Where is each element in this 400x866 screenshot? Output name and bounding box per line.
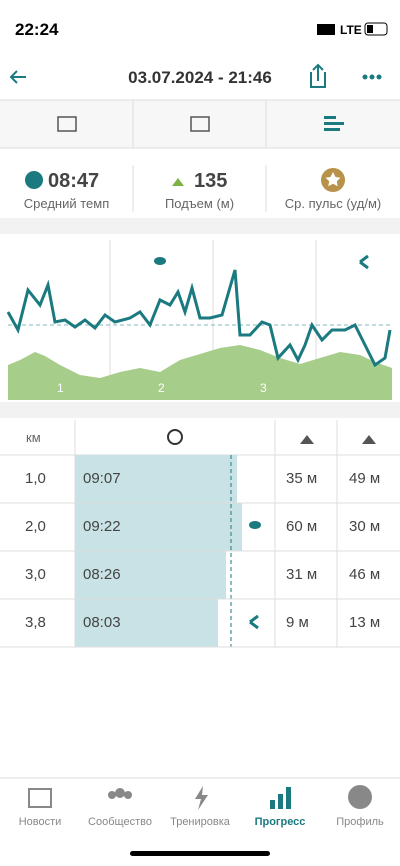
split-pace: 09:07 [83, 470, 121, 487]
split-pace: 08:03 [83, 614, 121, 631]
split-pace: 09:22 [83, 518, 121, 535]
split-pace: 08:26 [83, 566, 121, 583]
split-cell: 46 м [349, 566, 381, 583]
segment-label: 2 [158, 381, 165, 395]
split-cell: 35 м [286, 470, 318, 487]
split-cell: 2,0 [25, 518, 46, 535]
split-cell: 30 м [349, 518, 381, 535]
nav-item[interactable]: Сообщество [88, 816, 152, 828]
split-cell: 9 м [286, 614, 309, 631]
split-cell: 60 м [286, 518, 318, 535]
status-network: LTE [340, 23, 362, 37]
header-title: 03.07.2024 - 21:46 [128, 68, 272, 87]
split-cell: 3,8 [25, 614, 46, 631]
segment-label: 1 [57, 381, 64, 395]
nav-item[interactable]: Новости [18, 816, 62, 828]
split-cell: 3,0 [25, 566, 46, 583]
stat-label: Ср. пульс (уд/м) [284, 196, 382, 211]
nav-item[interactable]: Профиль [336, 816, 384, 828]
status-time: 22:24 [15, 20, 59, 39]
stat-value: 08:47 [48, 170, 100, 192]
table-header: км [26, 430, 41, 445]
split-cell: 1,0 [25, 470, 46, 487]
nav-item[interactable]: Тренировка [170, 816, 230, 828]
stat-value: 135 [194, 170, 228, 192]
stat-label: Средний темп [23, 196, 110, 211]
nav-item[interactable]: Прогресс [254, 816, 306, 828]
split-cell: 49 м [349, 470, 381, 487]
split-cell: 31 м [286, 566, 318, 583]
stat-label: Подъем (м) [164, 196, 235, 211]
split-cell: 13 м [349, 614, 381, 631]
segment-label: 3 [260, 381, 267, 395]
